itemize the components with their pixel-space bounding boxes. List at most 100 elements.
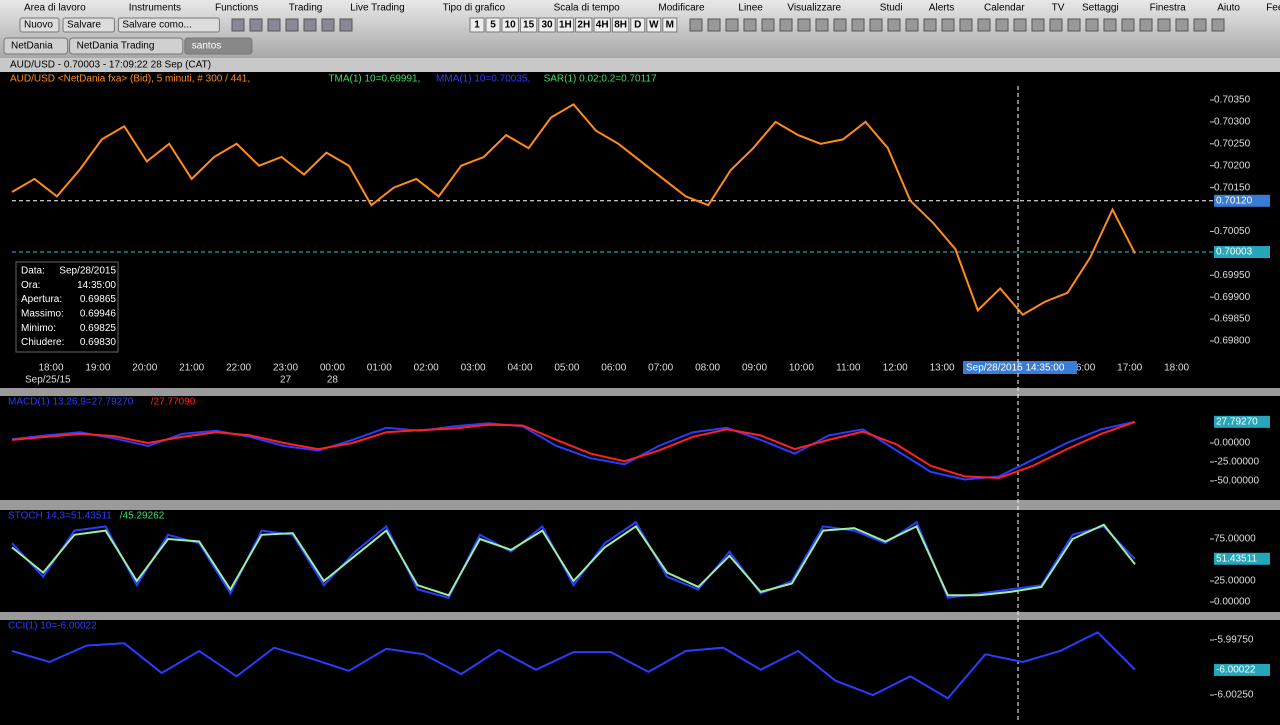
- timeframe-button[interactable]: [575, 17, 593, 33]
- menu-item[interactable]: Trading: [289, 3, 323, 14]
- toolbar-icon[interactable]: [815, 18, 829, 32]
- y-tick-label: 0.70250: [1214, 138, 1251, 149]
- x-tick-label: 12:00: [883, 363, 908, 374]
- toolbar-icon[interactable]: [1211, 18, 1225, 32]
- toolbar-icon[interactable]: [761, 18, 775, 32]
- menu-item[interactable]: Alerts: [929, 3, 955, 14]
- legend-item: MMA(1) 10=0.70035,: [436, 74, 530, 85]
- x-tick-label: 09:00: [742, 363, 767, 374]
- x-tick-label: 02:00: [414, 363, 439, 374]
- menu-item[interactable]: Calendar: [984, 3, 1025, 14]
- x-tick-label: 18:00: [38, 363, 63, 374]
- menu-item[interactable]: TV: [1052, 3, 1065, 14]
- series-line: [11, 420, 1136, 480]
- timeframe-button[interactable]: [611, 17, 630, 33]
- toolbar-icon[interactable]: [1157, 18, 1171, 32]
- timeframe-label: 5: [490, 20, 496, 31]
- toolbar-icon[interactable]: [231, 18, 245, 32]
- toolbar-icon[interactable]: [941, 18, 955, 32]
- timeframe-button[interactable]: [519, 17, 538, 33]
- toolbar-icon[interactable]: [851, 18, 865, 32]
- x-tick-sublabel: 28: [327, 375, 339, 386]
- info-label: Data:: [21, 266, 45, 277]
- toolbar-icon[interactable]: [1175, 18, 1189, 32]
- toolbar-icon[interactable]: [249, 18, 263, 32]
- menu-item[interactable]: Live Trading: [350, 3, 404, 14]
- toolbar-icon[interactable]: [833, 18, 847, 32]
- toolbar-button[interactable]: [62, 17, 115, 33]
- y-tick-label: 25.00000: [1214, 576, 1256, 587]
- menu-item[interactable]: Aiuto: [1217, 3, 1240, 14]
- panel-legend: /27.77090: [151, 397, 196, 408]
- toolbar-icon[interactable]: [1049, 18, 1063, 32]
- x-tick-label: 01:00: [367, 363, 392, 374]
- toolbar-icon[interactable]: [995, 18, 1009, 32]
- tab[interactable]: [184, 37, 253, 55]
- y-tick-label: 0.00000: [1214, 597, 1251, 608]
- info-value: 0.69865: [80, 294, 117, 305]
- info-label: Massimo:: [21, 309, 64, 320]
- menu-item[interactable]: Scala di tempo: [554, 3, 621, 14]
- toolbar-icon[interactable]: [267, 18, 281, 32]
- toolbar-button[interactable]: [19, 17, 60, 33]
- menu-item[interactable]: Feedback: [1266, 3, 1280, 14]
- timeframe-button[interactable]: [469, 17, 485, 33]
- toolbar-icon[interactable]: [779, 18, 793, 32]
- toolbar-icon[interactable]: [923, 18, 937, 32]
- menu-item[interactable]: Settaggi: [1082, 3, 1119, 14]
- timeframe-button[interactable]: [538, 17, 556, 33]
- timeframe-button[interactable]: [593, 17, 611, 33]
- timeframe-button[interactable]: [485, 17, 501, 33]
- panel-legend: /45.29262: [120, 511, 165, 522]
- toolbar-icon[interactable]: [905, 18, 919, 32]
- toolbar-icon[interactable]: [1121, 18, 1135, 32]
- timeframe-label: W: [649, 20, 659, 31]
- toolbar-icon[interactable]: [743, 18, 757, 32]
- value-highlight-label: -6.00022: [1216, 665, 1256, 676]
- toolbar-icon[interactable]: [339, 18, 353, 32]
- y-tick-label: 0.70150: [1214, 182, 1251, 193]
- toolbar-button[interactable]: [117, 17, 220, 33]
- toolbar-icon[interactable]: [1103, 18, 1117, 32]
- menu-item[interactable]: Instruments: [129, 3, 181, 14]
- toolbar-icon[interactable]: [869, 18, 883, 32]
- toolbar-icon[interactable]: [797, 18, 811, 32]
- toolbar-icon[interactable]: [1085, 18, 1099, 32]
- y-tick-label: -6.00250: [1214, 690, 1254, 701]
- toolbar-icon[interactable]: [725, 18, 739, 32]
- timeframe-button[interactable]: [630, 17, 646, 33]
- tab[interactable]: [69, 37, 184, 55]
- toolbar-icon[interactable]: [959, 18, 973, 32]
- toolbar-icon[interactable]: [285, 18, 299, 32]
- menu-item[interactable]: Finestra: [1150, 3, 1187, 14]
- toolbar-icon[interactable]: [887, 18, 901, 32]
- toolbar-icon[interactable]: [1139, 18, 1153, 32]
- y-tick-label: 0.69950: [1214, 270, 1251, 281]
- toolbar-icon[interactable]: [1031, 18, 1045, 32]
- timeframe-button[interactable]: [662, 17, 678, 33]
- timeframe-button[interactable]: [556, 17, 575, 33]
- toolbar-icon[interactable]: [1193, 18, 1207, 32]
- timeframe-button[interactable]: [501, 17, 519, 33]
- x-tick-label: 21:00: [179, 363, 204, 374]
- tab[interactable]: [3, 37, 69, 55]
- toolbar-icon[interactable]: [321, 18, 335, 32]
- toolbar-icon[interactable]: [303, 18, 317, 32]
- toolbar-icon[interactable]: [977, 18, 991, 32]
- menu-item[interactable]: Modificare: [658, 3, 705, 14]
- x-tick-label: 18:00: [1164, 363, 1189, 374]
- menu-item[interactable]: Area di lavoro: [24, 3, 86, 14]
- menu-item[interactable]: Linee: [738, 3, 763, 14]
- toolbar-icon[interactable]: [1013, 18, 1027, 32]
- x-tick-sublabel: 27: [280, 375, 292, 386]
- toolbar-icon[interactable]: [689, 18, 703, 32]
- menu-item[interactable]: Studi: [880, 3, 903, 14]
- timeframe-button[interactable]: [646, 17, 662, 33]
- panel-legend: MACD(1) 13,26,9=27.79270: [8, 397, 134, 408]
- toolbar-icon[interactable]: [1067, 18, 1081, 32]
- menu-item[interactable]: Tipo di grafico: [443, 3, 506, 14]
- menu-item[interactable]: Functions: [215, 3, 258, 14]
- toolbar-icon[interactable]: [707, 18, 721, 32]
- menu-item[interactable]: Visualizzare: [787, 3, 841, 14]
- timeframe-label: D: [634, 20, 641, 31]
